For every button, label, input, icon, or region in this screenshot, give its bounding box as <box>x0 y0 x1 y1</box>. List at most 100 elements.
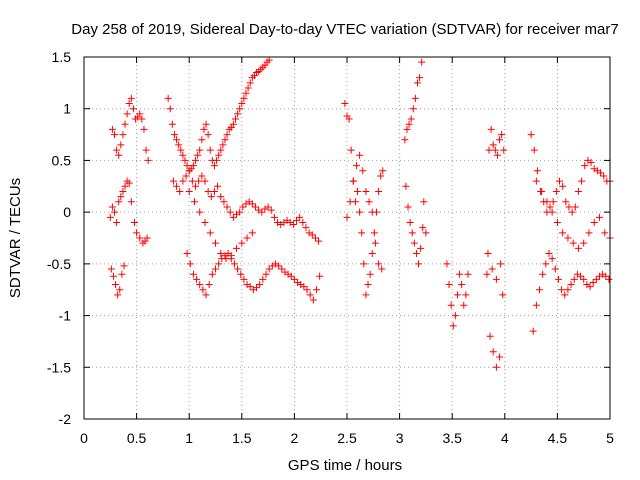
data-point <box>119 131 127 139</box>
data-point <box>239 203 247 211</box>
data-point <box>117 141 125 149</box>
data-point <box>237 270 245 278</box>
data-point <box>407 115 415 123</box>
data-point <box>136 110 144 118</box>
data-point <box>113 218 121 226</box>
data-point <box>265 56 273 64</box>
series-track-e <box>443 260 472 330</box>
data-point <box>587 158 595 166</box>
data-point <box>585 229 593 237</box>
data-point <box>106 213 114 221</box>
y-tick-label: -2 <box>59 411 72 427</box>
data-point <box>453 291 461 299</box>
data-point <box>416 74 424 82</box>
data-point <box>189 270 197 278</box>
data-point <box>198 136 206 144</box>
data-point <box>195 177 203 185</box>
data-point <box>119 187 127 195</box>
data-point <box>488 265 496 273</box>
data-point <box>556 177 564 185</box>
data-point <box>371 239 379 247</box>
data-point <box>296 213 304 221</box>
data-point <box>600 172 608 180</box>
data-point <box>562 198 570 206</box>
data-point <box>196 146 204 154</box>
data-point <box>220 198 228 206</box>
data-point <box>571 203 579 211</box>
data-point <box>166 105 174 113</box>
data-point <box>362 291 370 299</box>
data-point <box>125 179 133 187</box>
series-track-f-low <box>483 270 507 371</box>
data-point <box>409 105 417 113</box>
data-point <box>179 151 187 159</box>
data-point <box>590 218 598 226</box>
data-point <box>574 187 582 195</box>
data-point <box>365 198 373 206</box>
data-point <box>248 229 256 237</box>
data-point <box>499 291 507 299</box>
data-point <box>183 162 191 170</box>
data-point <box>500 146 508 154</box>
data-point <box>133 229 141 237</box>
data-point <box>460 301 468 309</box>
data-point <box>379 167 387 175</box>
data-point <box>597 169 605 177</box>
x-tick-label: 1.5 <box>232 430 252 446</box>
data-point <box>192 182 200 190</box>
data-point <box>177 146 185 154</box>
series-track-g-lower <box>529 250 613 335</box>
data-point <box>542 260 550 268</box>
data-point <box>164 94 172 102</box>
data-point <box>193 275 201 283</box>
data-point <box>251 203 259 211</box>
data-point <box>108 125 116 133</box>
data-point <box>412 250 420 258</box>
data-point <box>345 115 353 123</box>
series-track-g-middle <box>532 177 614 252</box>
series-track-c-low <box>343 151 386 273</box>
series-track-f <box>485 125 508 159</box>
data-point <box>567 281 575 289</box>
data-point <box>569 239 577 247</box>
data-point <box>445 281 453 289</box>
data-point <box>589 278 597 286</box>
data-point <box>290 275 298 283</box>
data-point <box>415 260 423 268</box>
data-point <box>549 198 557 206</box>
data-point <box>527 131 535 139</box>
data-point <box>212 239 219 247</box>
data-point <box>186 260 194 268</box>
data-point <box>605 275 613 283</box>
data-point <box>366 270 374 278</box>
y-tick-label: 0 <box>63 204 71 220</box>
data-point <box>185 167 193 175</box>
data-point <box>213 156 221 164</box>
data-point <box>214 182 222 190</box>
data-point <box>496 136 504 144</box>
data-point <box>185 187 193 195</box>
data-point <box>343 213 351 221</box>
data-point <box>196 208 204 216</box>
data-point <box>492 275 500 283</box>
data-point <box>204 131 212 139</box>
data-point <box>219 141 227 149</box>
data-point <box>403 125 411 133</box>
data-point <box>458 281 466 289</box>
data-point <box>196 281 204 289</box>
data-point <box>222 255 230 263</box>
data-point <box>493 151 501 159</box>
x-tick-label: 5 <box>606 430 614 446</box>
data-point <box>341 100 349 108</box>
data-point <box>116 286 124 294</box>
data-point <box>420 198 428 206</box>
series-track-c <box>341 100 387 299</box>
data-point <box>278 265 286 273</box>
data-point <box>543 198 551 206</box>
data-point <box>532 301 540 309</box>
data-point <box>564 234 572 242</box>
data-point <box>200 125 208 133</box>
data-point <box>358 229 366 237</box>
data-point <box>217 250 225 258</box>
